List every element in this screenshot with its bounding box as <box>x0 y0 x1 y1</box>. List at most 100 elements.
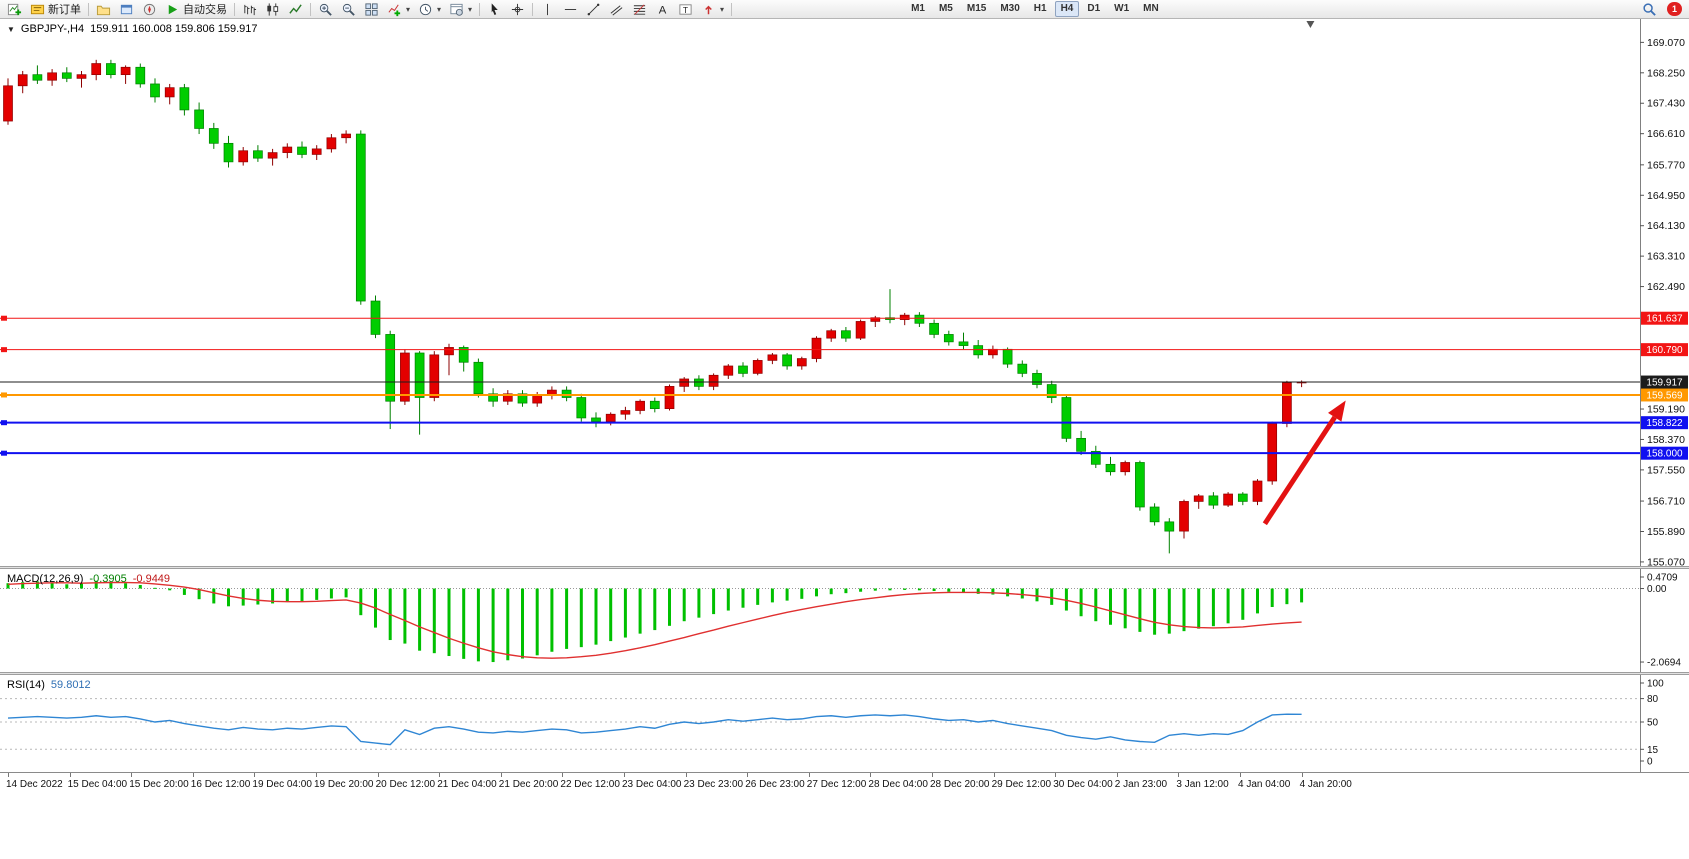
channel-button[interactable] <box>605 1 628 18</box>
templates-button[interactable]: ▾ <box>445 1 476 18</box>
notification-badge[interactable]: 1 <box>1667 2 1682 16</box>
svg-text:159.190: 159.190 <box>1647 404 1685 416</box>
charts-profile-button[interactable] <box>92 1 115 18</box>
text-button[interactable]: A <box>651 1 674 18</box>
rsi-panel[interactable]: RSI(14) 59.8012 100 80 50 15 0 <box>0 675 1689 772</box>
svg-text:T: T <box>683 4 688 14</box>
toolbar-separator <box>479 2 481 16</box>
horizontal-line-button[interactable] <box>559 1 582 18</box>
svg-text:159.917: 159.917 <box>1646 378 1683 389</box>
svg-text:164.130: 164.130 <box>1647 220 1685 232</box>
cursor-button[interactable] <box>483 1 506 18</box>
candlestick-chart-button[interactable] <box>261 1 284 18</box>
time-axis-tick <box>932 773 933 777</box>
time-axis-label: 28 Dec 04:00 <box>868 779 928 790</box>
hlines-group[interactable]: 161.637 160.790 159.569 158.822 158.000 <box>0 311 1688 460</box>
shift-marker-icon[interactable] <box>1306 21 1315 28</box>
zoom-out-icon <box>342 3 355 16</box>
bar-chart-button[interactable] <box>238 1 261 18</box>
text-label-icon: T <box>679 3 692 14</box>
candlestick-chart[interactable]: 161.637 160.790 159.569 158.822 158.000 159.9… <box>0 19 1689 566</box>
price-axis[interactable]: 169.070 168.250 167.430 166.610 165.770 164.9… <box>1640 37 1685 566</box>
market-watch-button[interactable] <box>115 1 138 18</box>
svg-text:15: 15 <box>1647 745 1659 756</box>
time-axis-tick <box>8 773 9 777</box>
time-axis-tick <box>1178 773 1180 777</box>
svg-text:100: 100 <box>1647 679 1664 690</box>
rsi-name: RSI(14) <box>7 679 45 691</box>
svg-text:166.610: 166.610 <box>1647 128 1685 140</box>
svg-text:161.637: 161.637 <box>1646 314 1683 325</box>
rsi-plot[interactable]: 100 80 50 150 <box>0 675 1689 772</box>
auto-trading-icon <box>168 4 178 14</box>
svg-text:158.370: 158.370 <box>1647 434 1685 446</box>
svg-text:159.569: 159.569 <box>1646 390 1683 401</box>
time-axis-label: 29 Dec 12:00 <box>991 779 1052 790</box>
time-axis-tick <box>808 773 810 777</box>
time-axis-tick <box>1240 773 1241 777</box>
chevron-down-icon: ▾ <box>468 4 473 14</box>
trendline-button[interactable] <box>582 1 605 18</box>
rsi-header: RSI(14) 59.8012 <box>7 679 91 691</box>
bar-chart-icon <box>244 4 257 15</box>
fibonacci-icon <box>633 3 646 15</box>
svg-text:162.490: 162.490 <box>1647 281 1685 293</box>
svg-text:157.550: 157.550 <box>1647 464 1685 476</box>
toolbar-right-group: 1 <box>1638 1 1686 18</box>
new-chart-button[interactable] <box>3 1 26 18</box>
time-axis-label: 15 Dec 20:00 <box>129 779 189 790</box>
svg-text:165.770: 165.770 <box>1647 159 1685 171</box>
line-chart-button[interactable] <box>284 1 307 18</box>
new-order-label: 新订单 <box>48 4 81 16</box>
time-axis-tick <box>993 773 995 777</box>
auto-trading-button[interactable]: 自动交易 <box>161 1 231 18</box>
time-axis[interactable]: 14 Dec 2022 15 Dec 04:00 15 Dec 20:00 16 De… <box>0 772 1689 794</box>
panel-splitter[interactable] <box>0 672 1689 675</box>
time-axis-label: 20 Dec 12:00 <box>375 779 436 790</box>
timeframe-mn[interactable]: MN <box>1143 3 1159 14</box>
fibonacci-button[interactable] <box>628 1 651 18</box>
macd-value-signal: -0.9449 <box>132 573 171 585</box>
timeframe-m30[interactable]: M30 <box>1000 3 1020 14</box>
time-axis-label: 3 Jan 12:00 <box>1176 779 1229 790</box>
timeframe-h4[interactable]: H4 <box>1054 1 1080 17</box>
search-button[interactable] <box>1638 1 1661 18</box>
macd-panel[interactable]: MACD(12,26,9) -0.3905 -0.9449 0.4709 0.00… <box>0 569 1689 672</box>
timeframe-m15[interactable]: M15 <box>966 3 987 14</box>
zoom-in-button[interactable] <box>314 1 337 18</box>
timeframe-d1[interactable]: D1 <box>1087 3 1101 14</box>
time-axis-tick <box>316 773 317 777</box>
collapse-triangle-icon[interactable]: ▼ <box>7 25 15 34</box>
new-order-button[interactable]: 新订单 <box>26 1 85 18</box>
time-axis-label: 27 Dec 12:00 <box>806 779 867 790</box>
indicators-button[interactable]: ▾ <box>383 1 414 18</box>
cursor-icon <box>491 2 498 15</box>
svg-text:167.430: 167.430 <box>1647 98 1685 110</box>
navigator-button[interactable] <box>138 1 161 18</box>
text-label-button[interactable]: T <box>674 1 697 18</box>
svg-text:164.950: 164.950 <box>1647 190 1685 202</box>
timeframe-w1[interactable]: W1 <box>1114 3 1130 14</box>
zoom-out-button[interactable] <box>337 1 360 18</box>
crosshair-button[interactable] <box>506 1 529 18</box>
panel-splitter[interactable] <box>0 566 1689 569</box>
time-axis-label: 14 Dec 2022 <box>6 779 63 790</box>
tile-windows-button[interactable] <box>360 1 383 18</box>
periods-button[interactable]: ▾ <box>414 1 445 18</box>
charts-profile-icon <box>96 5 111 15</box>
timeframe-m1[interactable]: M1 <box>911 3 925 14</box>
svg-text:168.250: 168.250 <box>1647 67 1685 79</box>
main-chart-panel[interactable]: ▼ GBPJPY-,H4 159.911 160.008 159.806 159… <box>0 19 1689 566</box>
time-axis-label: 16 Dec 12:00 <box>190 779 251 790</box>
arrows-button[interactable]: ▾ <box>697 1 728 18</box>
macd-histogram <box>6 580 1304 663</box>
timeframe-m5[interactable]: M5 <box>938 3 953 14</box>
svg-text:169.070: 169.070 <box>1647 37 1685 49</box>
annotation-arrow[interactable] <box>1262 400 1346 526</box>
svg-text:0: 0 <box>1647 757 1653 768</box>
vertical-line-button[interactable] <box>536 1 559 18</box>
time-axis-label: 2 Jan 23:00 <box>1114 779 1168 790</box>
timeframe-h1[interactable]: H1 <box>1033 3 1047 14</box>
candlestick-chart-icon <box>267 2 279 16</box>
